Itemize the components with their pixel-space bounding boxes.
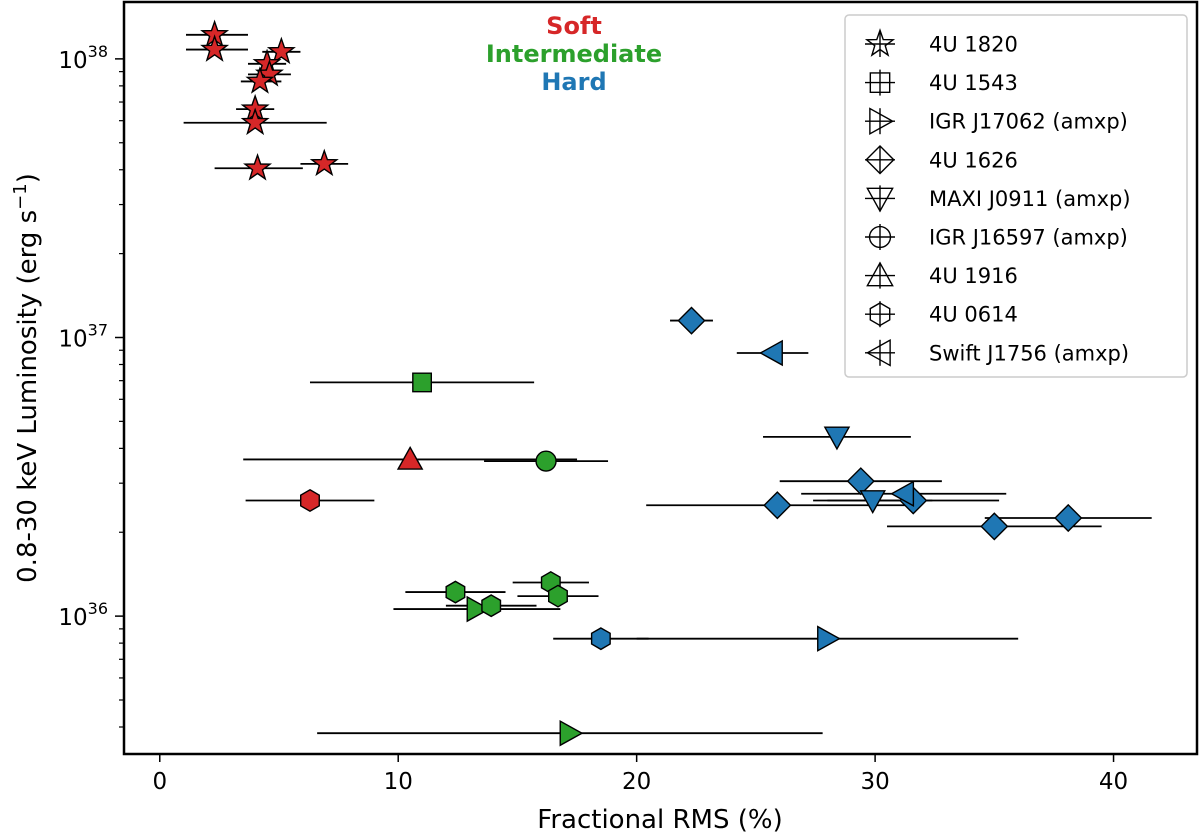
- y-tick-label-base: 10: [58, 605, 87, 631]
- data-point: [200, 34, 230, 62]
- data-point: [859, 490, 886, 515]
- y-axis-title-close: ): [13, 173, 43, 183]
- data-point: [759, 339, 783, 367]
- data-point: [266, 36, 296, 65]
- legend-symbol: [865, 185, 895, 213]
- legend-label: Swift J1756 (amxp): [929, 341, 1129, 365]
- y-tick-label-base: 10: [58, 326, 87, 352]
- data-point: [817, 625, 841, 652]
- data-point: [980, 512, 1009, 541]
- legend-symbol: [865, 145, 895, 175]
- y-tick-label-exponent: 37: [88, 320, 108, 339]
- plot-frame: [122, 0, 1199, 756]
- data-point: [445, 580, 466, 604]
- y-tick-label: 1038: [58, 42, 108, 74]
- state-label: Hard: [541, 68, 606, 96]
- x-tick-label: 40: [1099, 769, 1128, 795]
- legend-label: IGR J16597 (amxp): [929, 226, 1128, 250]
- state-label: Soft: [546, 12, 602, 40]
- data-markers: [200, 19, 1083, 747]
- legend-symbol: [865, 107, 895, 136]
- legend-symbol: [865, 69, 895, 96]
- data-point: [763, 491, 792, 520]
- legend-symbol: [865, 338, 895, 367]
- y-axis-title-exponent: −1: [10, 183, 31, 210]
- legend-label: 4U 1543: [929, 71, 1018, 95]
- data-point: [1054, 503, 1083, 533]
- data-point: [590, 627, 611, 651]
- data-point: [412, 372, 432, 393]
- legend-symbol: [864, 28, 896, 57]
- data-point: [559, 719, 584, 747]
- legend-box: [844, 14, 1188, 378]
- legend: 4U 1820 4U 1543 IGR J17062 (amxp) 4U 1626 MA…: [844, 14, 1188, 378]
- legend-label: 4U 1626: [929, 148, 1018, 172]
- legend-label: MAXI J0911 (amxp): [929, 187, 1131, 211]
- y-axis-title: 0.8-30 keV Luminosity (erg s−1): [10, 173, 43, 583]
- legend-label: IGR J17062 (amxp): [929, 110, 1128, 134]
- state-label: Intermediate: [486, 40, 662, 68]
- data-point: [309, 148, 339, 177]
- data-point: [481, 594, 502, 618]
- y-axis-title-main: 0.8-30 keV Luminosity (erg s: [13, 210, 43, 583]
- x-tick-label: 30: [860, 769, 889, 795]
- y-tick-label: 1037: [58, 320, 108, 352]
- y-tick-label: 1036: [58, 599, 108, 631]
- legend-symbol-outline: [865, 145, 895, 175]
- data-point: [846, 467, 875, 496]
- data-point: [396, 445, 424, 470]
- legend-symbol-outline: [869, 72, 891, 93]
- y-tick-label-base: 10: [58, 48, 87, 74]
- y-tick-label-exponent: 36: [88, 599, 108, 618]
- legend-label: 4U 0614: [929, 303, 1018, 327]
- legend-symbol: [865, 301, 895, 328]
- legend-symbol: [865, 261, 895, 289]
- x-tick-label: 10: [384, 769, 413, 795]
- x-axis-title: Fractional RMS (%): [537, 805, 782, 835]
- data-point: [466, 595, 491, 623]
- x-tick-label: 20: [622, 769, 651, 795]
- data-point: [677, 306, 706, 335]
- legend-symbol: [865, 224, 895, 250]
- x-tick-label: 0: [152, 769, 167, 795]
- data-point: [245, 66, 275, 94]
- x-axis-ticks: 0 10 20 30 40: [152, 754, 1128, 795]
- data-point: [535, 450, 557, 472]
- data-point: [240, 107, 270, 136]
- data-point: [890, 480, 915, 507]
- data-point: [243, 152, 273, 181]
- data-point: [300, 488, 320, 513]
- data-point: [547, 584, 568, 608]
- data-point: [823, 426, 851, 451]
- legend-label: 4U 1820: [929, 33, 1018, 57]
- legend-label: 4U 1916: [929, 264, 1018, 288]
- y-tick-label-exponent: 38: [88, 42, 108, 61]
